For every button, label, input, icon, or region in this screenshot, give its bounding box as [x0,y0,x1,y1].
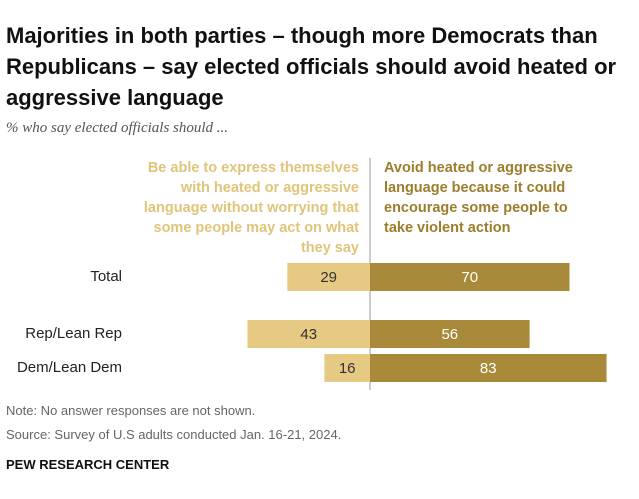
bar [287,263,370,291]
chart-subtitle: % who say elected officials should ... [6,120,229,136]
chart-title: Majorities in both parties – though more… [6,23,617,110]
category-label: Rep/Lean Rep [25,325,122,342]
note: Note: No answer responses are not shown. [6,403,256,418]
bar [370,320,530,348]
value-label: 56 [441,326,458,343]
value-label: 29 [320,269,337,286]
bar [370,354,607,382]
bar [324,354,370,382]
bar [370,263,570,291]
value-label: 83 [480,360,497,377]
value-label: 70 [461,269,478,286]
category-label: Total [90,268,122,285]
note: Source: Survey of U.S adults conducted J… [6,427,342,442]
value-label: 43 [300,326,317,343]
series-header: Be able to express themselves with heate… [143,160,359,256]
bar [247,320,370,348]
category-label: Dem/Lean Dem [17,359,122,376]
source: PEW RESEARCH CENTER [6,457,170,472]
series-header: Avoid heated or aggressive language beca… [384,160,573,236]
value-label: 16 [339,360,356,377]
